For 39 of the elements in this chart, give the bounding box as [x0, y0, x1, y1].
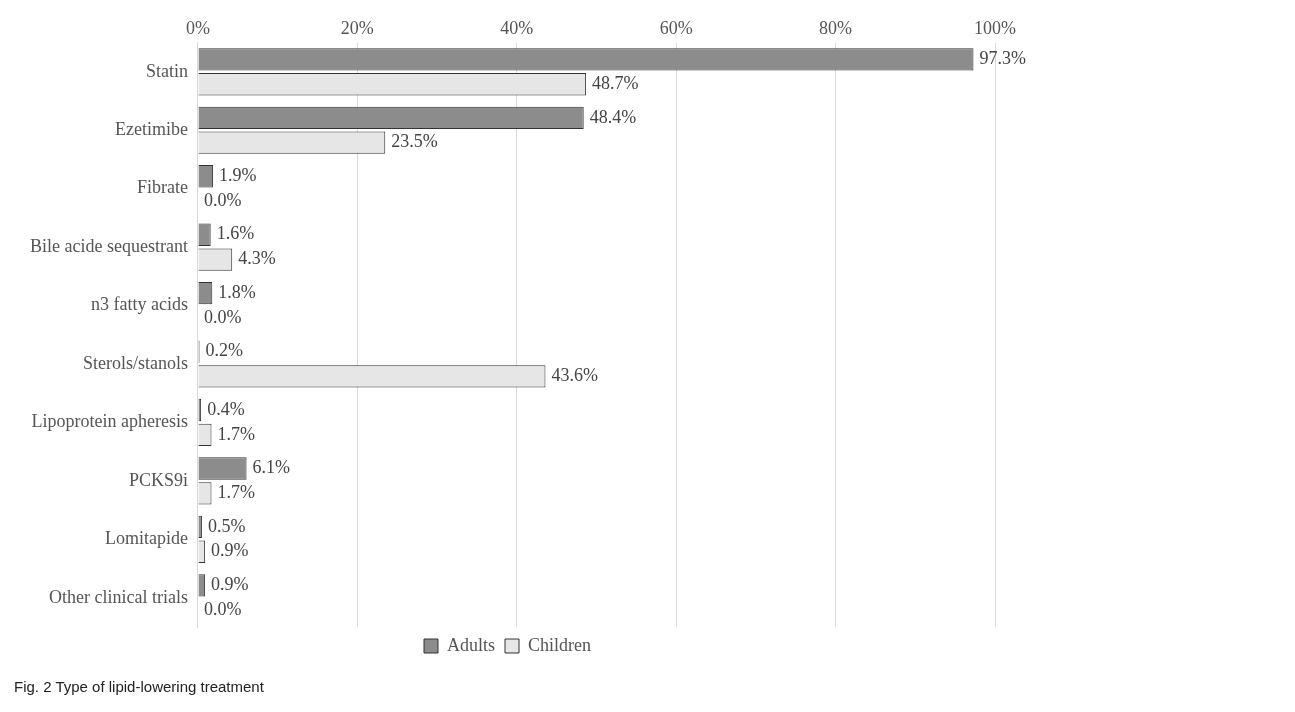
- data-label: 0.5%: [207, 515, 246, 536]
- data-label: 0.0%: [203, 306, 242, 327]
- legend-label: Children: [528, 634, 592, 655]
- data-label: 0.9%: [211, 574, 249, 595]
- y-tick-label: Bile acide sequestrant: [29, 235, 188, 256]
- y-tick-label: Other clinical trials: [48, 586, 188, 607]
- data-label: 1.7%: [217, 423, 255, 444]
- y-tick-label: Statin: [145, 60, 188, 81]
- y-tick-label: Lipoprotein apheresis: [31, 411, 188, 432]
- data-label: 4.3%: [238, 248, 276, 269]
- data-label: 48.4%: [589, 106, 637, 127]
- data-label: 0.0%: [203, 598, 242, 619]
- y-tick-label: Sterols/stanols: [82, 352, 188, 373]
- x-tick-label: 100%: [974, 17, 1016, 38]
- data-label: 0.0%: [203, 189, 242, 210]
- data-label: 48.7%: [592, 72, 639, 93]
- data-label: 1.7%: [217, 482, 255, 503]
- data-label: 23.5%: [391, 131, 438, 152]
- data-label: 43.6%: [551, 365, 598, 386]
- data-label: 1.8%: [218, 281, 256, 302]
- y-tick-label: PCKS9i: [128, 469, 188, 490]
- data-label: 0.2%: [205, 340, 244, 361]
- data-label: 1.9%: [219, 165, 257, 186]
- data-label: 97.3%: [979, 48, 1026, 69]
- x-tick-label: 40%: [500, 17, 534, 38]
- y-tick-label: Ezetimibe: [114, 118, 188, 139]
- x-tick-label: 80%: [819, 17, 853, 38]
- caption: Fig. 2 Type of lipid-lowering treatment: [14, 678, 264, 695]
- x-tick-label: 20%: [340, 17, 374, 38]
- data-label: 1.6%: [216, 223, 255, 244]
- data-label: 0.9%: [211, 540, 249, 561]
- y-tick-label: n3 fatty acids: [90, 294, 188, 315]
- y-tick-label: Fibrate: [136, 177, 188, 198]
- data-label: 0.4%: [207, 398, 245, 419]
- x-tick-label: 0%: [185, 17, 210, 38]
- x-tick-label: 60%: [659, 17, 693, 38]
- legend-label: Adults: [447, 634, 496, 655]
- data-label: 6.1%: [252, 457, 291, 478]
- y-tick-label: Lomitapide: [104, 528, 188, 549]
